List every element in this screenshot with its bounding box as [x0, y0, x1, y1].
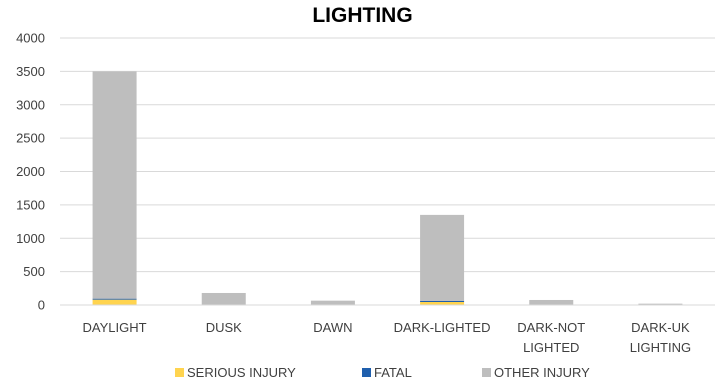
y-tick-label: 0	[38, 298, 45, 313]
y-tick-label: 4000	[16, 31, 45, 46]
chart-title: LIGHTING	[0, 4, 725, 28]
x-tick-label: DUSK	[206, 320, 242, 335]
grid-lines	[60, 38, 715, 272]
bar-segment	[420, 215, 464, 301]
legend-swatch	[362, 368, 371, 377]
x-tick-label: DARK-LIGHTED	[394, 320, 491, 335]
bar-segment	[202, 293, 246, 305]
x-tick-label: DARK-NOT	[517, 320, 585, 335]
y-tick-label: 3500	[16, 64, 45, 79]
legend-label: SERIOUS INJURY	[187, 365, 296, 380]
y-tick-label: 1500	[16, 197, 45, 212]
legend-swatch	[175, 368, 184, 377]
x-tick-label: DAYLIGHT	[83, 320, 147, 335]
bars	[93, 71, 683, 305]
bar-segment	[93, 299, 137, 300]
y-tick-label: 2500	[16, 131, 45, 146]
x-tick-label: DARK-UK	[631, 320, 690, 335]
x-tick-label: LIGHTED	[523, 340, 579, 355]
bar-segment	[93, 71, 137, 298]
x-tick-label: LIGHTING	[630, 340, 691, 355]
y-tick-label: 1000	[16, 231, 45, 246]
legend-swatch	[482, 368, 491, 377]
legend: SERIOUS INJURY FATAL OTHER INJURY	[175, 365, 590, 380]
bar-segment	[529, 300, 573, 305]
bar-segment	[311, 301, 355, 305]
y-tick-label: 3000	[16, 97, 45, 112]
bar-segment	[93, 300, 137, 305]
bar-segment	[420, 301, 464, 302]
y-tick-label: 500	[23, 264, 45, 279]
legend-label: OTHER INJURY	[494, 365, 590, 380]
x-tick-label: DAWN	[313, 320, 352, 335]
legend-label: FATAL	[374, 365, 412, 380]
y-tick-label: 2000	[16, 164, 45, 179]
